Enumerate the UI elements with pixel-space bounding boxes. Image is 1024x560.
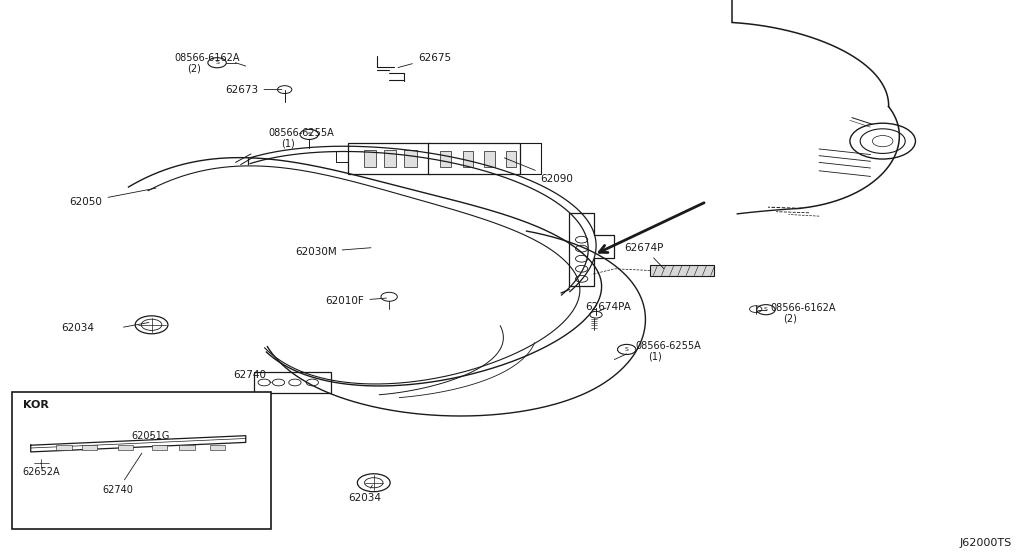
- Text: 62740: 62740: [102, 453, 142, 495]
- Text: S: S: [307, 132, 311, 137]
- Text: 62050: 62050: [70, 188, 156, 207]
- Text: 62030M: 62030M: [295, 247, 371, 257]
- Text: S: S: [215, 60, 219, 65]
- Bar: [650, 265, 714, 276]
- Bar: [210, 445, 225, 450]
- Bar: [384, 150, 396, 167]
- Text: 62034: 62034: [348, 485, 381, 503]
- Text: 62034: 62034: [61, 323, 94, 333]
- Text: (2): (2): [783, 314, 798, 324]
- Text: J62000TS: J62000TS: [959, 538, 1012, 548]
- Bar: [364, 150, 376, 167]
- Bar: [254, 372, 331, 393]
- Bar: [428, 143, 520, 174]
- Text: 08566-6255A: 08566-6255A: [635, 340, 700, 351]
- Text: 62673: 62673: [225, 85, 282, 95]
- Bar: [152, 445, 167, 450]
- Bar: [82, 445, 97, 450]
- Text: 62674PA: 62674PA: [586, 302, 632, 312]
- Text: (2): (2): [187, 63, 202, 73]
- Bar: [56, 445, 72, 450]
- Bar: [404, 150, 417, 167]
- Bar: [484, 151, 495, 167]
- Text: 62090: 62090: [505, 158, 573, 184]
- Text: 08566-6162A: 08566-6162A: [770, 303, 836, 313]
- Text: 62740: 62740: [233, 370, 271, 382]
- Bar: [463, 151, 473, 167]
- Bar: [506, 151, 516, 167]
- Text: (1): (1): [648, 351, 662, 361]
- Bar: [118, 445, 133, 450]
- Text: 08566-6162A: 08566-6162A: [174, 53, 240, 63]
- Bar: [348, 143, 430, 174]
- Text: 62652A: 62652A: [23, 463, 60, 477]
- Text: KOR: KOR: [23, 400, 48, 410]
- Text: 08566-6255A: 08566-6255A: [268, 128, 334, 138]
- Text: 62051G: 62051G: [131, 431, 169, 441]
- Text: 62674P: 62674P: [625, 243, 664, 268]
- Text: (1): (1): [282, 138, 295, 148]
- Text: S: S: [764, 307, 768, 312]
- Text: 62675: 62675: [398, 53, 451, 68]
- Text: 62010F: 62010F: [326, 296, 386, 306]
- Bar: [12, 392, 271, 529]
- Bar: [440, 151, 451, 167]
- Bar: [179, 445, 195, 450]
- Text: S: S: [625, 347, 629, 352]
